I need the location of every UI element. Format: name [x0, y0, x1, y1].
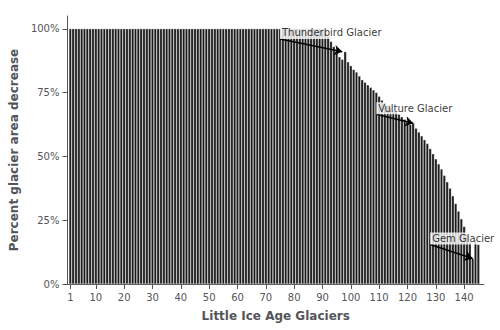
svg-text:50%: 50% [37, 151, 59, 162]
svg-text:25%: 25% [37, 215, 59, 226]
svg-text:130: 130 [426, 292, 445, 303]
svg-text:Thunderbird Glacier: Thunderbird Glacier [281, 27, 382, 38]
svg-text:75%: 75% [37, 87, 59, 98]
svg-text:Vulture Glacier: Vulture Glacier [378, 103, 453, 114]
svg-text:90: 90 [316, 292, 329, 303]
svg-text:100%: 100% [31, 23, 60, 34]
svg-text:1: 1 [67, 292, 73, 303]
svg-text:120: 120 [398, 292, 417, 303]
svg-text:100: 100 [341, 292, 360, 303]
svg-text:60: 60 [231, 292, 244, 303]
svg-text:Percent glacier area decrease: Percent glacier area decrease [7, 49, 21, 252]
svg-text:20: 20 [118, 292, 131, 303]
svg-text:110: 110 [370, 292, 389, 303]
svg-text:140: 140 [455, 292, 474, 303]
svg-text:0%: 0% [44, 279, 60, 290]
svg-text:Little Ice Age Glaciers: Little Ice Age Glaciers [202, 309, 350, 323]
svg-text:50: 50 [203, 292, 216, 303]
svg-text:40: 40 [174, 292, 187, 303]
svg-text:70: 70 [259, 292, 272, 303]
svg-text:30: 30 [146, 292, 159, 303]
svg-text:10: 10 [89, 292, 102, 303]
svg-text:Gem Glacier: Gem Glacier [432, 233, 495, 244]
svg-text:80: 80 [288, 292, 301, 303]
